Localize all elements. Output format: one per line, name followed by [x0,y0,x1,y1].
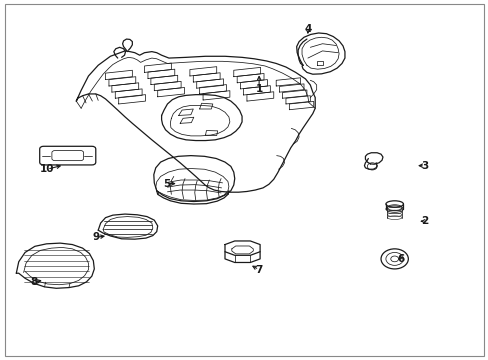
Text: 5: 5 [163,179,170,189]
Text: 7: 7 [255,265,262,275]
Text: 10: 10 [40,164,54,174]
Text: 8: 8 [30,277,38,287]
Text: 2: 2 [421,216,427,226]
Text: 9: 9 [92,232,99,242]
Text: 3: 3 [421,161,427,171]
Text: 6: 6 [396,254,404,264]
Text: 1: 1 [255,84,262,94]
Text: 4: 4 [304,24,311,35]
